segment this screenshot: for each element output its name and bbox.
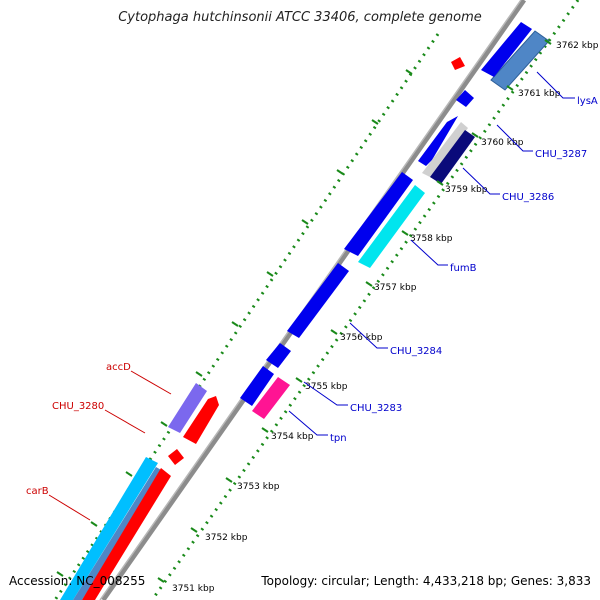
gene-label-lysA: lysA [577,96,598,107]
tick-mark-outer [160,421,168,427]
tick-mark [190,527,198,533]
leader-line-lysA [536,71,575,99]
tick-mark [506,85,514,91]
tick-label: 3758 kbp [410,234,453,244]
reverse-gene-labels: lysA CHU_3287 CHU_3286 fumB CHU_3284 CHU… [330,96,598,444]
tick-mark-outer [195,371,203,377]
gene-label-tpn: tpn [330,433,347,444]
gene-arrow-blue-1 [481,22,532,77]
gene-arrow-CHU_3286 [430,130,475,184]
tick-mark [544,39,552,45]
gene-label-fumB: fumB [450,263,477,274]
tick-mark-outer [56,571,64,577]
tick-label: 3756 kbp [340,333,383,343]
tick-mark-outer [336,169,344,175]
tick-label: 3759 kbp [445,185,488,195]
tick-mark [365,281,373,287]
tick-label: 3761 kbp [518,89,561,99]
gene-arrow-CHU_3280 [183,396,219,444]
tick-mark-outer [371,119,379,125]
tick-mark-outer [231,321,239,327]
gene-arrow-blue-5 [266,343,291,368]
leader-line-CHU_3286 [462,167,500,195]
gene-arrow-fumB [358,185,425,268]
tick-labels: 3762 kbp 3761 kbp 3760 kbp 3759 kbp 3758… [172,41,599,594]
gene-label-accD: accD [106,362,131,373]
gene-arrow-lysA [490,30,550,91]
gene-label-CHU_3280: CHU_3280 [52,401,104,412]
forward-label-leaders [48,370,172,521]
leader-line-CHU_3287 [496,124,533,152]
genome-summary-text: Topology: circular; Length: 4,433,218 bp… [261,574,591,588]
map-title: Cytophaga hutchinsonii ATCC 33406, compl… [118,10,482,25]
tick-mark [330,329,338,335]
leader-line-fumB [410,239,448,266]
gene-label-CHU_3286: CHU_3286 [502,192,554,203]
leader-line-CHU_3284 [349,322,388,349]
tick-label: 3754 kbp [271,432,314,442]
tick-mark [157,577,165,583]
gene-arrow-CHU_3283 [240,366,274,406]
tick-mark-outer [125,471,133,477]
tick-mark-outer [405,69,413,75]
gene-arrow-CHU_3287 [422,122,468,178]
gene-arrow-tpn [252,377,290,419]
tick-mark-outer [301,219,309,225]
tick-mark-outer [90,521,98,527]
tick-mark [436,180,444,186]
reverse-label-leaders [288,71,575,436]
tick-label: 3751 kbp [172,584,215,594]
inner-dotted-line [150,0,580,600]
gene-arrow-carB-cyan [60,457,158,600]
forward-gene-labels: accD CHU_3280 carB [26,362,131,497]
tick-label: 3752 kbp [205,533,248,543]
gene-arrow-red-small [451,57,465,70]
gene-arrow-accD [168,383,207,433]
tick-mark [401,230,409,236]
tick-label: 3755 kbp [305,382,348,392]
gene-arrow-carB [82,468,171,600]
tick-label: 3753 kbp [237,482,280,492]
gene-label-carB: carB [26,486,49,497]
tick-mark [261,427,269,433]
tick-marks [56,39,552,583]
gene-arrow-carB-steel [73,467,163,600]
reverse-genes [240,22,550,419]
forward-genes [60,57,465,600]
gene-label-CHU_3284: CHU_3284 [390,346,442,357]
gene-label-CHU_3287: CHU_3287 [535,149,587,160]
gene-arrow-CHU_3284 [287,263,349,338]
gene-label-CHU_3283: CHU_3283 [350,403,402,414]
tick-label: 3760 kbp [481,138,524,148]
tick-mark-outer [266,271,274,277]
leader-line-accD [130,370,172,395]
gene-arrow-blue-2 [456,90,474,107]
leader-line-carB [48,494,91,521]
accession-text: Accession: NC_008255 [9,574,146,588]
gene-arrow-blue-3 [418,116,458,166]
tick-label: 3762 kbp [556,41,599,51]
tick-mark [225,477,233,483]
leader-line-CHU_3280 [104,409,146,434]
gene-arrow-red-mid [168,449,184,465]
leader-line-CHU_3283 [303,381,348,406]
tick-mark [471,132,479,138]
leader-line-tpn [288,410,328,436]
tick-label: 3757 kbp [374,283,417,293]
gene-arrow-blue-4 [344,172,413,256]
tick-mark [295,377,303,383]
